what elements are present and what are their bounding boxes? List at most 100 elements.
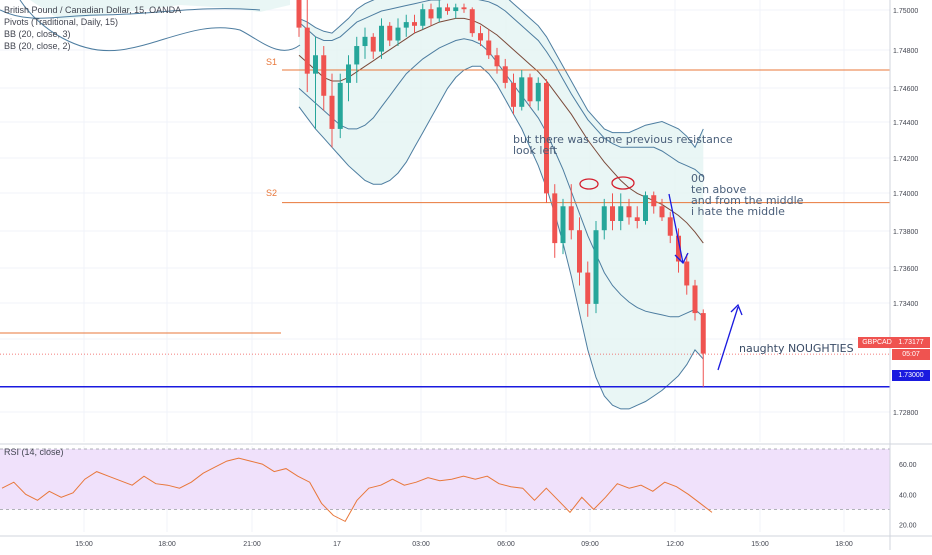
candle bbox=[387, 22, 393, 47]
symbol-tag: GBPCAD bbox=[858, 337, 896, 348]
time-tick-label: 15:00 bbox=[751, 541, 769, 548]
price-tick-label: 1.74200 bbox=[893, 156, 918, 163]
time-tick-label: 15:00 bbox=[75, 541, 93, 548]
candle-body bbox=[552, 193, 558, 244]
candle bbox=[420, 3, 426, 30]
candle bbox=[593, 221, 599, 314]
candle-body bbox=[494, 55, 500, 67]
candle-body bbox=[692, 285, 698, 314]
annotation-look-left[interactable]: look left bbox=[513, 144, 558, 157]
price-tick-label: 1.74000 bbox=[893, 191, 918, 198]
time-tick-label: 18:00 bbox=[835, 541, 853, 548]
chart-legend: British Pound / Canadian Dollar, 15, OAN… bbox=[4, 4, 181, 52]
candle-body bbox=[486, 40, 492, 56]
price-tick-label: 1.73400 bbox=[893, 301, 918, 308]
time-tick-label: 21:00 bbox=[243, 541, 261, 548]
candle-body bbox=[700, 313, 706, 354]
candle-body bbox=[626, 206, 632, 218]
time-tick-label: 09:00 bbox=[581, 541, 599, 548]
bb-inner-left bbox=[0, 8, 261, 19]
candle-body bbox=[535, 82, 541, 102]
candle-body bbox=[436, 7, 442, 19]
candle-body bbox=[445, 7, 450, 12]
pivot-lines bbox=[0, 69, 890, 388]
annotation-ten-above[interactable]: ten above bbox=[691, 183, 747, 196]
time-tick-label: 03:00 bbox=[412, 541, 430, 548]
candle bbox=[692, 279, 698, 321]
candle-body bbox=[618, 206, 624, 221]
annotation-oo[interactable]: 00 bbox=[691, 172, 705, 185]
candle bbox=[436, 0, 442, 23]
candle-body bbox=[634, 217, 640, 221]
candle bbox=[428, 3, 434, 26]
candle-body bbox=[585, 272, 591, 304]
annotation-resistance[interactable]: but there was some previous resistance bbox=[513, 133, 733, 146]
candle-body bbox=[610, 206, 615, 221]
candle bbox=[651, 191, 657, 214]
candle bbox=[519, 69, 525, 111]
level-price-tag: 1.73000 bbox=[892, 370, 930, 381]
circle-marker-2 bbox=[611, 176, 635, 190]
last-price-tag: 1.73177 bbox=[892, 337, 930, 348]
drawings[interactable] bbox=[579, 176, 743, 371]
candle-body bbox=[428, 9, 434, 19]
price-tick-label: 1.73600 bbox=[893, 266, 918, 273]
pivot-s2-label: S2 bbox=[266, 188, 278, 198]
candle-body bbox=[527, 77, 533, 102]
rsi-tick-label: 60.00 bbox=[899, 462, 917, 469]
candle-body bbox=[577, 230, 582, 273]
price-tick-label: 1.75000 bbox=[893, 8, 918, 15]
candle bbox=[321, 46, 327, 111]
price-tick-label: 1.74600 bbox=[893, 86, 918, 93]
candle-body bbox=[304, 27, 310, 74]
candle bbox=[354, 36, 360, 83]
candle bbox=[379, 18, 384, 59]
candle-body bbox=[362, 36, 368, 47]
bb-outer-indicator-label: BB (20, close, 3) bbox=[4, 29, 71, 39]
rsi-tick-label: 20.00 bbox=[899, 522, 917, 529]
candle-body bbox=[337, 82, 343, 129]
candle-body bbox=[453, 7, 459, 12]
time-tick-label: 12:00 bbox=[666, 541, 684, 548]
rsi-band-fill bbox=[0, 449, 890, 510]
candle bbox=[304, 0, 310, 93]
candle-body bbox=[568, 206, 574, 231]
bollinger-bands bbox=[0, 0, 704, 410]
candle bbox=[585, 261, 591, 317]
bb-upper-inner bbox=[298, 0, 704, 178]
candle-body bbox=[651, 195, 657, 207]
price-tick-label: 1.72800 bbox=[893, 410, 918, 417]
pivots-indicator-label: Pivots (Traditional, Daily, 15) bbox=[4, 17, 119, 27]
annotation-noughties[interactable]: naughty NOUGHTIES bbox=[739, 342, 854, 355]
bb-upper-outer bbox=[298, 0, 704, 149]
candle bbox=[296, 0, 302, 37]
candle-body bbox=[395, 27, 401, 41]
candle-body bbox=[667, 217, 673, 236]
candle-body bbox=[643, 195, 648, 221]
rsi-line bbox=[1, 457, 713, 523]
price-tick-label: 1.74800 bbox=[893, 48, 918, 55]
time-tick-label: 18:00 bbox=[158, 541, 176, 548]
symbol-title: British Pound / Canadian Dollar, 15, OAN… bbox=[4, 5, 182, 15]
candles[interactable] bbox=[296, 0, 706, 387]
candle bbox=[412, 14, 417, 34]
arrow-down-line bbox=[668, 193, 684, 264]
price-tick-label: 1.73800 bbox=[893, 229, 918, 236]
candle bbox=[667, 211, 673, 244]
candle bbox=[552, 184, 558, 258]
annotation-hate-middle[interactable]: i hate the middle bbox=[691, 205, 785, 218]
annotation-from-middle[interactable]: and from the middle bbox=[691, 194, 804, 207]
candle-body bbox=[511, 82, 516, 107]
candle bbox=[403, 14, 409, 37]
bb-fill bbox=[299, 0, 704, 409]
candle bbox=[346, 55, 351, 102]
candle-body bbox=[412, 22, 417, 26]
candle bbox=[494, 47, 500, 74]
bb-middle bbox=[298, 17, 704, 244]
candle bbox=[643, 191, 648, 225]
candle bbox=[478, 25, 483, 47]
bb-fill-left bbox=[0, 0, 290, 20]
